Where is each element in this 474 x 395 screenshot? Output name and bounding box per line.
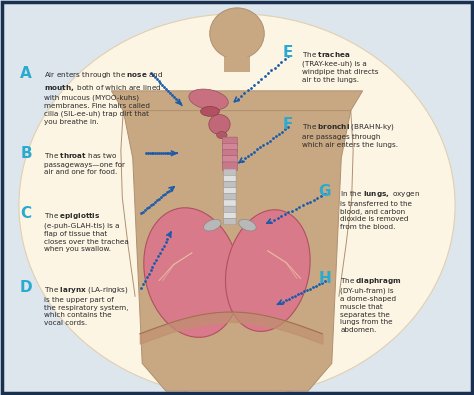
FancyBboxPatch shape bbox=[222, 143, 237, 152]
Text: Air enters through the $\mathbf{nose}$ and
$\mathbf{mouth,}$ both of which are l: Air enters through the $\mathbf{nose}$ a… bbox=[44, 70, 163, 125]
Text: B: B bbox=[20, 146, 32, 161]
FancyBboxPatch shape bbox=[224, 212, 236, 218]
Text: D: D bbox=[20, 280, 32, 295]
FancyBboxPatch shape bbox=[222, 156, 237, 164]
Ellipse shape bbox=[201, 106, 219, 116]
FancyBboxPatch shape bbox=[222, 150, 237, 158]
Ellipse shape bbox=[19, 14, 455, 395]
Ellipse shape bbox=[210, 8, 264, 59]
FancyBboxPatch shape bbox=[224, 206, 236, 213]
Ellipse shape bbox=[189, 89, 228, 110]
FancyBboxPatch shape bbox=[224, 218, 236, 225]
Polygon shape bbox=[224, 57, 250, 72]
Text: The $\mathbf{trachea}$
(TRAY-kee-uh) is a
windpipe that directs
air to the lungs: The $\mathbf{trachea}$ (TRAY-kee-uh) is … bbox=[302, 50, 379, 83]
Polygon shape bbox=[123, 111, 351, 391]
FancyBboxPatch shape bbox=[224, 181, 236, 188]
Ellipse shape bbox=[217, 132, 227, 139]
Text: G: G bbox=[319, 184, 331, 199]
Ellipse shape bbox=[204, 219, 221, 231]
Text: The $\mathbf{diaphragm}$
(DY-uh-fram) is
a dome-shaped
muscle that
separates the: The $\mathbf{diaphragm}$ (DY-uh-fram) is… bbox=[340, 276, 402, 333]
FancyBboxPatch shape bbox=[224, 169, 236, 175]
FancyBboxPatch shape bbox=[224, 194, 236, 200]
FancyBboxPatch shape bbox=[224, 200, 236, 206]
Ellipse shape bbox=[239, 219, 256, 231]
Text: H: H bbox=[319, 271, 331, 286]
Text: The $\mathbf{bronchi}$ (BRAHN-ky)
are passages through
which air enters the lung: The $\mathbf{bronchi}$ (BRAHN-ky) are pa… bbox=[302, 122, 399, 148]
FancyBboxPatch shape bbox=[224, 175, 236, 182]
Polygon shape bbox=[111, 91, 363, 111]
FancyBboxPatch shape bbox=[222, 162, 237, 171]
Text: A: A bbox=[20, 66, 32, 81]
Text: E: E bbox=[283, 45, 293, 60]
Text: C: C bbox=[20, 206, 32, 221]
Ellipse shape bbox=[144, 208, 240, 337]
Text: The $\mathbf{epiglottis}$
(e-puh-GLAH-tis) is a
flap of tissue that
closes over : The $\mathbf{epiglottis}$ (e-puh-GLAH-ti… bbox=[44, 211, 128, 252]
Text: The $\mathbf{throat}$ has two
passageways—one for
air and one for food.: The $\mathbf{throat}$ has two passageway… bbox=[44, 151, 125, 175]
FancyBboxPatch shape bbox=[224, 188, 236, 194]
Ellipse shape bbox=[209, 115, 230, 134]
Ellipse shape bbox=[226, 210, 310, 331]
FancyBboxPatch shape bbox=[222, 137, 237, 146]
Text: F: F bbox=[283, 117, 293, 132]
Text: The $\mathbf{larynx}$ (LA-ringks)
is the upper part of
the respiratory system,
w: The $\mathbf{larynx}$ (LA-ringks) is the… bbox=[44, 285, 128, 326]
Text: In the $\mathbf{lungs,}$ oxygen
is transferred to the
blood, and carbon
dioxide : In the $\mathbf{lungs,}$ oxygen is trans… bbox=[340, 189, 420, 230]
